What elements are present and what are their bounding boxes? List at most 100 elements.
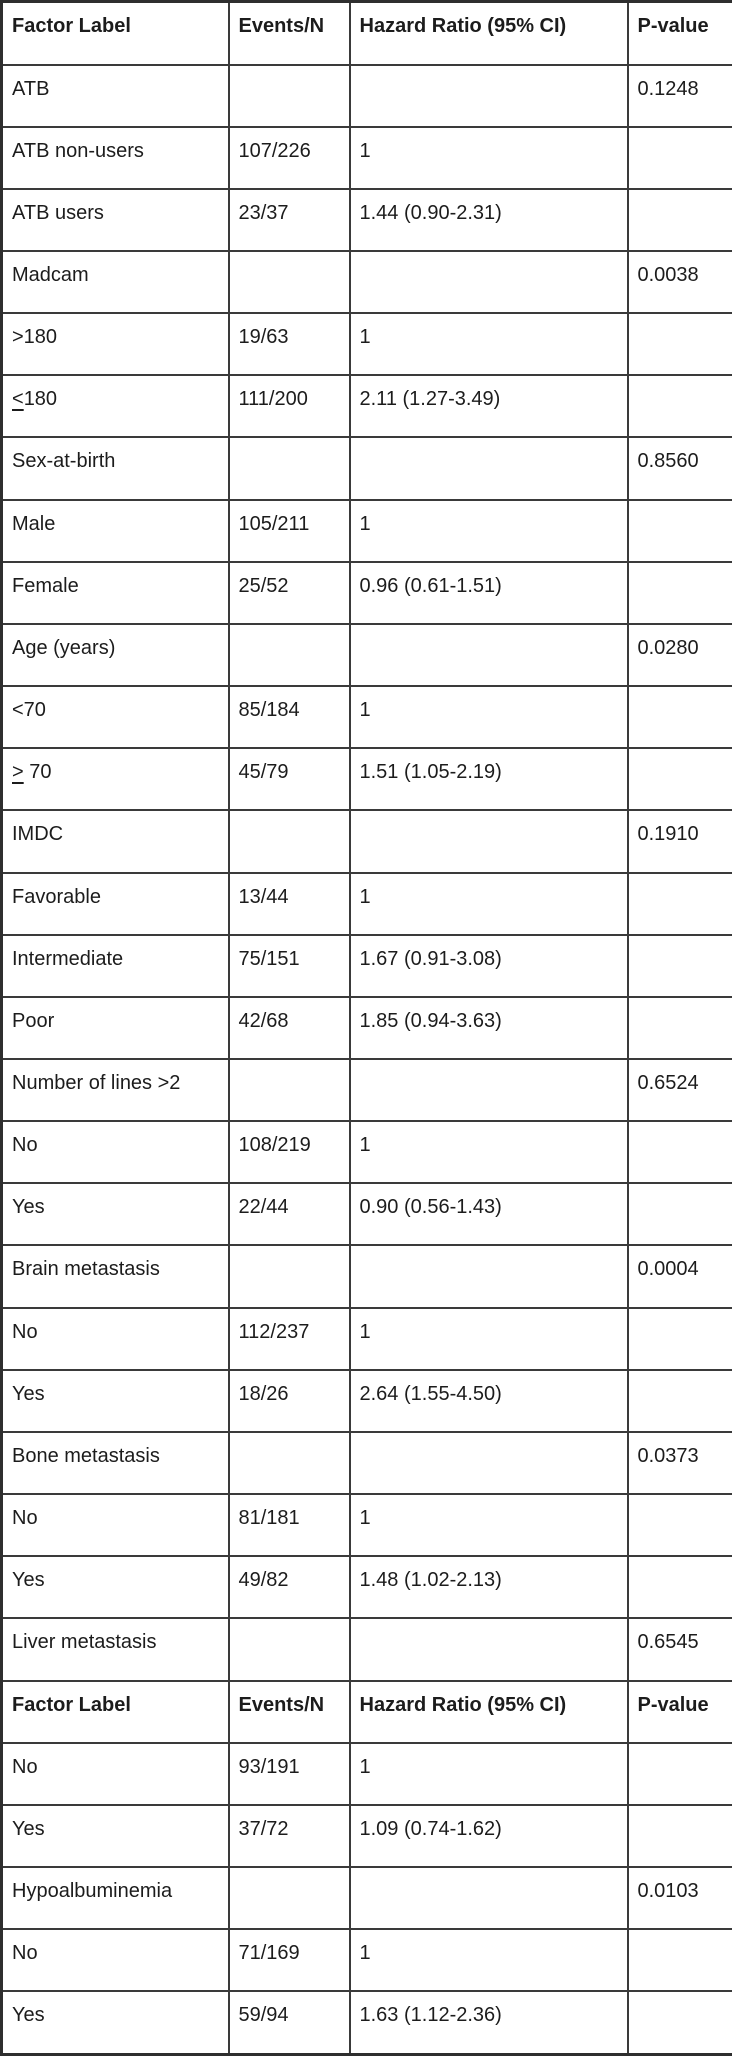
cell-factor-label: ATB users xyxy=(0,187,230,252)
cell-factor-label: No xyxy=(0,1306,230,1371)
cell-hazard-ratio: 1 xyxy=(348,1306,629,1371)
cell-hazard-ratio xyxy=(348,1617,629,1682)
column-header-events: Events/N xyxy=(227,1679,351,1744)
cell-factor-label: No xyxy=(0,1120,230,1185)
cell-events-n xyxy=(227,809,351,874)
cell-events-n xyxy=(227,249,351,315)
cell-p-value xyxy=(626,1741,732,1806)
table-row: Number of lines >2 0.6524 xyxy=(0,1057,732,1123)
cell-factor-label: Liver metastasis xyxy=(0,1617,230,1682)
cell-hazard-ratio xyxy=(348,63,629,128)
cell-events-n: 37/72 xyxy=(227,1803,351,1869)
cell-p-value xyxy=(626,1990,732,2056)
cell-hazard-ratio: 1.48 (1.02-2.13) xyxy=(348,1555,629,1620)
cell-events-n: 108/219 xyxy=(227,1120,351,1185)
cell-p-value: 0.0280 xyxy=(626,622,732,688)
cell-events-n: 71/169 xyxy=(227,1928,351,1993)
cell-hazard-ratio: 2.64 (1.55-4.50) xyxy=(348,1368,629,1433)
cell-p-value: 0.8560 xyxy=(626,436,732,501)
table-row: <70 85/184 1 xyxy=(0,685,732,750)
table-row: Yes 22/44 0.90 (0.56-1.43) xyxy=(0,1182,732,1247)
cell-hazard-ratio: 2.11 (1.27-3.49) xyxy=(348,374,629,439)
table-row: ATB users 23/37 1.44 (0.90-2.31) xyxy=(0,187,732,252)
cell-factor-label: Hypoalbuminemia xyxy=(0,1866,230,1931)
cell-p-value xyxy=(626,747,732,812)
cell-events-n xyxy=(227,63,351,128)
cell-hazard-ratio: 0.90 (0.56-1.43) xyxy=(348,1182,629,1247)
table-row: ATB non-users 107/226 1 xyxy=(0,125,732,190)
cell-events-n: 18/26 xyxy=(227,1368,351,1433)
table-row: Yes 59/94 1.63 (1.12-2.36) xyxy=(0,1990,732,2056)
cell-factor-label: ATB non-users xyxy=(0,125,230,190)
column-header-p: P-value xyxy=(626,1679,732,1744)
table-row: Yes 37/72 1.09 (0.74-1.62) xyxy=(0,1803,732,1869)
cell-factor-label: Intermediate xyxy=(0,933,230,998)
cell-factor-label: Madcam xyxy=(0,249,230,315)
cell-p-value xyxy=(626,1928,732,1993)
cell-factor-label: Yes xyxy=(0,1990,230,2056)
table-row: Hypoalbuminemia 0.0103 xyxy=(0,1866,732,1931)
cell-events-n: 85/184 xyxy=(227,685,351,750)
cell-hazard-ratio xyxy=(348,436,629,501)
cell-events-n xyxy=(227,1244,351,1309)
cell-hazard-ratio: 1.09 (0.74-1.62) xyxy=(348,1803,629,1869)
cell-events-n: 59/94 xyxy=(227,1990,351,2056)
cell-factor-label: > 70 xyxy=(0,747,230,812)
cell-hazard-ratio: 1.51 (1.05-2.19) xyxy=(348,747,629,812)
cell-factor-label: IMDC xyxy=(0,809,230,874)
table-row: Brain metastasis 0.0004 xyxy=(0,1244,732,1309)
cell-p-value xyxy=(626,187,732,252)
cell-p-value xyxy=(626,125,732,190)
table-row: Madcam 0.0038 xyxy=(0,249,732,315)
cell-events-n: 19/63 xyxy=(227,312,351,377)
cell-hazard-ratio: 1 xyxy=(348,1928,629,1993)
cell-hazard-ratio: 1 xyxy=(348,1741,629,1806)
cell-hazard-ratio: 1.63 (1.12-2.36) xyxy=(348,1990,629,2056)
column-header-p: P-value xyxy=(626,0,732,66)
cell-hazard-ratio: 0.96 (0.61-1.51) xyxy=(348,560,629,625)
cell-factor-label: No xyxy=(0,1928,230,1993)
cell-factor-label: ATB xyxy=(0,63,230,128)
cell-events-n xyxy=(227,1430,351,1496)
table-row: Female 25/52 0.96 (0.61-1.51) xyxy=(0,560,732,625)
table-row: Male 105/211 1 xyxy=(0,498,732,563)
cell-events-n: 111/200 xyxy=(227,374,351,439)
table-row: No 93/191 1 xyxy=(0,1741,732,1806)
cell-hazard-ratio xyxy=(348,809,629,874)
cell-p-value xyxy=(626,374,732,439)
cell-p-value xyxy=(626,1306,732,1371)
table-row: No 71/169 1 xyxy=(0,1928,732,1993)
cell-p-value xyxy=(626,1120,732,1185)
cell-hazard-ratio: 1.67 (0.91-3.08) xyxy=(348,933,629,998)
cell-events-n xyxy=(227,1866,351,1931)
cell-events-n: 107/226 xyxy=(227,125,351,190)
cell-p-value: 0.6524 xyxy=(626,1057,732,1123)
cell-p-value xyxy=(626,498,732,563)
column-header-hr: Hazard Ratio (95% CI) xyxy=(348,0,629,66)
cell-hazard-ratio: 1 xyxy=(348,1120,629,1185)
column-header-hr: Hazard Ratio (95% CI) xyxy=(348,1679,629,1744)
cell-factor-label: No xyxy=(0,1493,230,1558)
table-row: Yes 49/82 1.48 (1.02-2.13) xyxy=(0,1555,732,1620)
cell-factor-label: Number of lines >2 xyxy=(0,1057,230,1123)
table-row: Bone metastasis 0.0373 xyxy=(0,1430,732,1496)
cell-factor-label: >180 xyxy=(0,312,230,377)
underlined-inequality-char: < xyxy=(12,388,24,411)
cell-events-n xyxy=(227,622,351,688)
cell-p-value xyxy=(626,1493,732,1558)
cell-p-value xyxy=(626,312,732,377)
cell-hazard-ratio xyxy=(348,622,629,688)
table-row: No 108/219 1 xyxy=(0,1120,732,1185)
cell-hazard-ratio xyxy=(348,1866,629,1931)
cell-events-n xyxy=(227,436,351,501)
cell-p-value xyxy=(626,871,732,936)
header-row: Factor Label Events/N Hazard Ratio (95% CI… xyxy=(0,1679,732,1744)
table-row: > 70 45/79 1.51 (1.05-2.19) xyxy=(0,747,732,812)
cell-p-value: 0.1248 xyxy=(626,63,732,128)
cell-p-value xyxy=(626,1803,732,1869)
cell-hazard-ratio: 1.44 (0.90-2.31) xyxy=(348,187,629,252)
cell-hazard-ratio: 1 xyxy=(348,312,629,377)
cell-factor-label: Male xyxy=(0,498,230,563)
cell-factor-label: Yes xyxy=(0,1803,230,1869)
table-row: Liver metastasis 0.6545 xyxy=(0,1617,732,1682)
